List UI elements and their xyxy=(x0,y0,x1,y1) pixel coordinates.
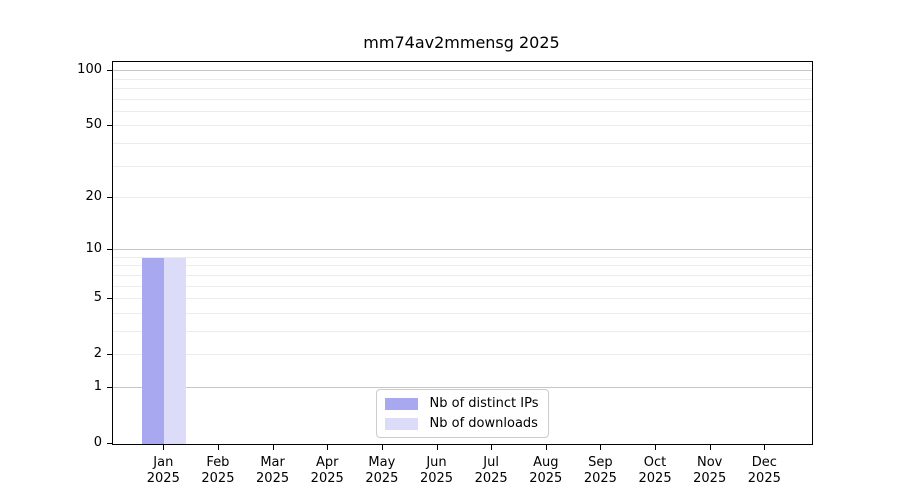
x-tick-label-aug: Aug 2025 xyxy=(516,455,576,487)
gridline-minor xyxy=(113,354,812,356)
y-tick-mark xyxy=(107,249,112,251)
x-tick-label-jun: Jun 2025 xyxy=(407,455,467,487)
legend-swatch-downloads xyxy=(384,417,418,430)
y-tick-mark xyxy=(107,125,112,127)
x-tick-year: 2025 xyxy=(365,471,399,486)
gridline-minor xyxy=(113,110,812,112)
x-tick-month: Apr xyxy=(315,455,339,470)
bar-distinct-ips-jan xyxy=(142,257,165,444)
legend-swatch-distinct-ips xyxy=(384,397,418,410)
x-tick-mark xyxy=(655,445,657,450)
gridline-minor xyxy=(113,125,812,127)
x-tick-mark xyxy=(764,445,766,450)
x-tick-label-feb: Feb 2025 xyxy=(188,455,248,487)
x-tick-label-mar: Mar 2025 xyxy=(243,455,303,487)
legend-label-distinct-ips: Nb of distinct IPs xyxy=(429,396,539,411)
x-tick-mark xyxy=(217,445,219,450)
x-tick-month: May xyxy=(368,455,396,470)
gridline-minor xyxy=(113,330,812,332)
x-tick-year: 2025 xyxy=(419,471,454,486)
x-tick-year: 2025 xyxy=(529,471,563,486)
x-tick-mark xyxy=(491,445,493,450)
legend-item-downloads: Nb of downloads xyxy=(384,416,539,431)
y-tick-label: 0 xyxy=(93,435,102,450)
gridline-minor xyxy=(113,265,812,267)
x-tick-label-jan: Jan 2025 xyxy=(133,455,193,487)
x-tick-year: 2025 xyxy=(693,471,727,486)
x-tick-label-oct: Oct 2025 xyxy=(625,455,685,487)
gridline-minor xyxy=(113,142,812,144)
plot-area: Nb of distinct IPs Nb of downloads xyxy=(112,61,813,445)
y-tick-label: 2 xyxy=(93,346,102,362)
x-tick-year: 2025 xyxy=(583,471,617,486)
y-tick-mark xyxy=(107,298,112,300)
y-tick-mark xyxy=(107,386,112,388)
x-tick-mark xyxy=(272,445,274,450)
gridline-minor xyxy=(113,78,812,80)
x-tick-label-apr: Apr 2025 xyxy=(297,455,357,487)
y-tick-label: 50 xyxy=(85,117,102,133)
gridline-major xyxy=(113,387,812,388)
y-tick-mark xyxy=(107,70,112,72)
x-tick-month: Jul xyxy=(483,455,499,470)
chart-title: mm74av2mmensg 2025 xyxy=(363,33,560,52)
y-tick-mark xyxy=(107,443,112,444)
x-tick-year: 2025 xyxy=(747,471,781,486)
gridline-minor xyxy=(113,285,812,287)
y-tick-label: 20 xyxy=(85,188,102,204)
x-tick-label-may: May 2025 xyxy=(352,455,412,487)
x-tick-month: Nov xyxy=(697,455,723,470)
gridline-minor xyxy=(113,298,812,300)
x-tick-mark xyxy=(545,445,547,450)
x-tick-month: Dec xyxy=(751,455,777,470)
gridline-minor xyxy=(113,87,812,89)
x-tick-mark xyxy=(381,445,383,450)
x-tick-year: 2025 xyxy=(146,471,180,486)
gridline-minor xyxy=(113,312,812,314)
legend-label-downloads: Nb of downloads xyxy=(429,416,538,431)
x-tick-label-jul: Jul 2025 xyxy=(461,455,521,487)
legend-item-distinct-ips: Nb of distinct IPs xyxy=(384,396,539,411)
bar-downloads-jan xyxy=(164,257,187,444)
y-tick-mark xyxy=(107,354,112,356)
x-tick-month: Mar xyxy=(260,455,285,470)
x-tick-mark xyxy=(436,445,438,450)
x-tick-year: 2025 xyxy=(201,471,235,486)
x-tick-month: Aug xyxy=(533,455,559,470)
gridline-minor xyxy=(113,98,812,100)
x-tick-year: 2025 xyxy=(638,471,672,486)
x-tick-month: Jun xyxy=(426,455,447,470)
y-tick-label: 10 xyxy=(85,241,102,257)
gridline-minor xyxy=(113,165,812,167)
x-tick-month: Feb xyxy=(206,455,230,470)
x-tick-month: Sep xyxy=(588,455,613,470)
y-tick-mark xyxy=(107,196,112,198)
y-tick-label: 100 xyxy=(77,62,102,78)
x-tick-mark xyxy=(709,445,711,450)
gridline-major xyxy=(113,249,812,251)
x-tick-mark xyxy=(163,445,165,450)
x-tick-label-sep: Sep 2025 xyxy=(570,455,630,487)
gridline-minor xyxy=(113,197,812,198)
x-tick-month: Oct xyxy=(643,455,667,470)
gridline-major xyxy=(113,70,812,72)
gridline-minor xyxy=(113,256,812,258)
x-tick-mark xyxy=(327,445,329,450)
x-tick-label-nov: Nov 2025 xyxy=(680,455,740,487)
x-tick-year: 2025 xyxy=(474,471,508,486)
legend: Nb of distinct IPs Nb of downloads xyxy=(375,389,550,438)
x-tick-year: 2025 xyxy=(310,471,344,486)
x-tick-mark xyxy=(600,445,602,450)
x-tick-year: 2025 xyxy=(256,471,290,486)
x-tick-label-dec: Dec 2025 xyxy=(734,455,794,487)
y-tick-label: 5 xyxy=(93,290,102,306)
gridline-minor xyxy=(113,274,812,276)
y-tick-label: 1 xyxy=(93,378,102,394)
x-tick-month: Jan xyxy=(153,455,174,470)
